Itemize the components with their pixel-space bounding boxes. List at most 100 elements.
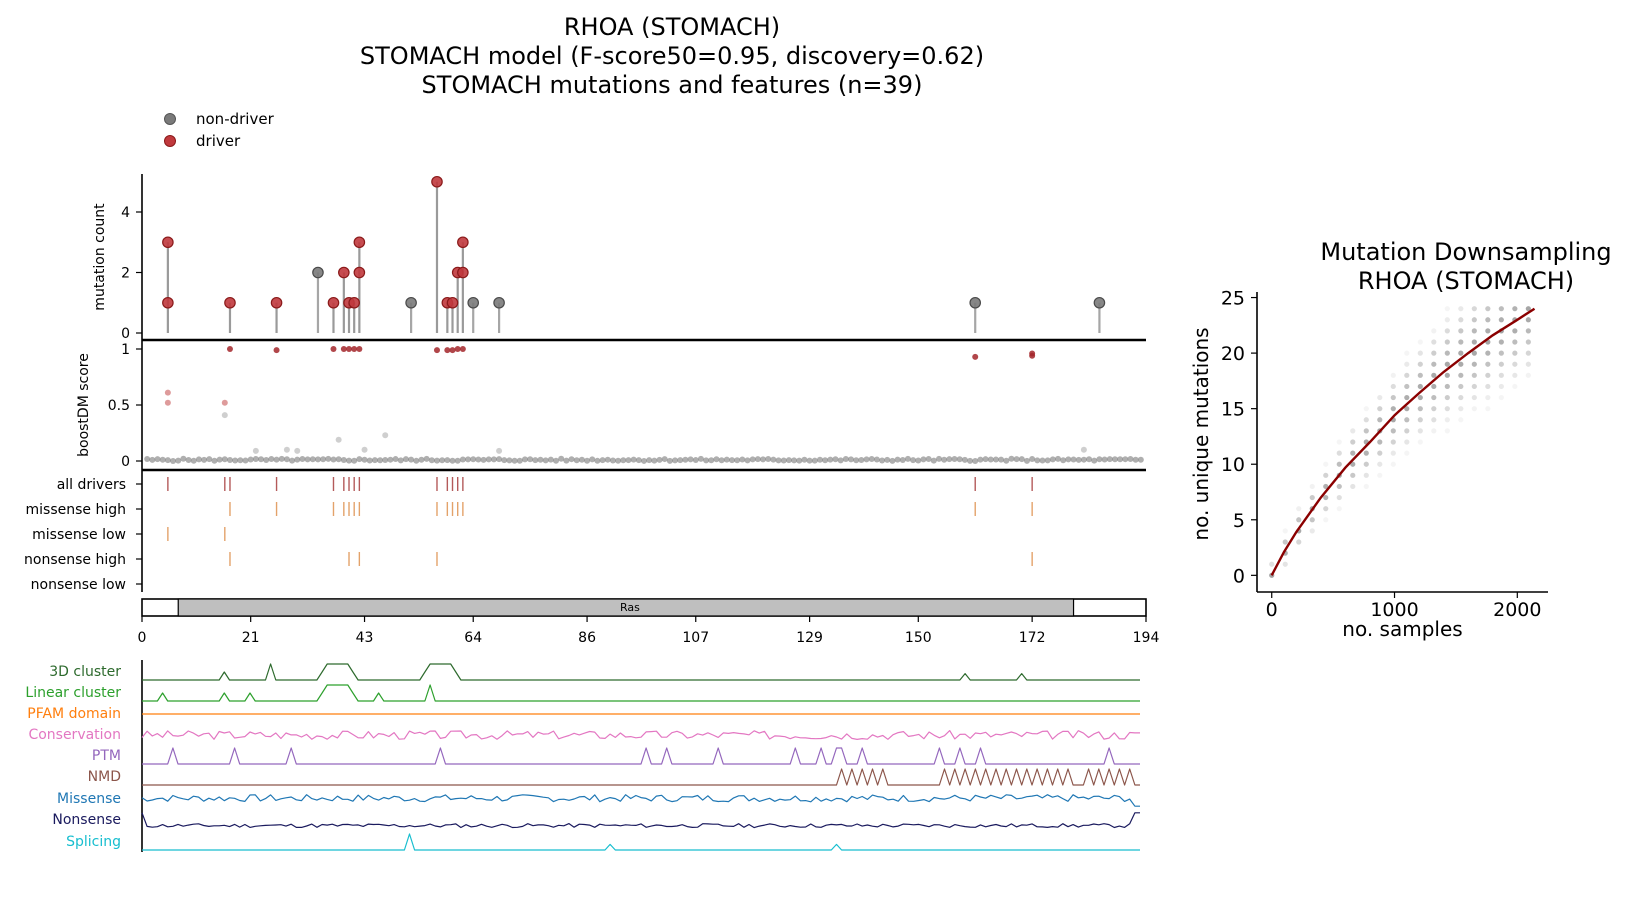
downsample-point (1296, 517, 1302, 523)
downsample-point (1444, 339, 1450, 345)
downsample-point (1404, 450, 1410, 456)
score-baseline-point (190, 457, 197, 464)
score-baseline-point (594, 457, 601, 464)
score-mid-point (382, 432, 389, 439)
protein-x-tick-label: 0 (138, 630, 147, 646)
score-baseline-point (211, 457, 218, 464)
downsample-point (1390, 383, 1396, 390)
downsample-point (1417, 417, 1423, 423)
feature-label: Nonsense (52, 812, 121, 828)
score-baseline-point (159, 456, 166, 463)
downsample-point (1458, 383, 1464, 390)
score-baseline-point (485, 456, 492, 463)
feature-label: NMD (88, 769, 121, 785)
score-baseline-point (558, 455, 565, 462)
score-baseline-point (739, 456, 746, 463)
score-mid-point (335, 436, 342, 443)
score-driver-point (330, 346, 337, 352)
score-baseline-point (346, 457, 353, 464)
score-mid-point (361, 446, 368, 453)
score-baseline-point (661, 456, 668, 463)
protein-x-tick-label: 107 (682, 630, 709, 646)
downsample-point (1431, 339, 1437, 345)
downsample-point (1296, 506, 1302, 512)
downsample-point (1458, 328, 1464, 334)
score-baseline-point (340, 456, 347, 463)
score-baseline-point (1127, 455, 1134, 462)
score-baseline-point (268, 455, 275, 462)
score-baseline-point (226, 457, 233, 464)
downsample-x-tick-label: 2000 (1493, 599, 1541, 621)
downsample-point (1485, 350, 1491, 356)
downsample-point (1431, 406, 1437, 412)
score-baseline-point (1018, 456, 1025, 463)
downsample-point (1458, 406, 1464, 412)
score-baseline-point (791, 457, 798, 464)
score-baseline-point (377, 457, 384, 464)
downsample-point (1525, 361, 1531, 367)
score-baseline-point (697, 455, 704, 462)
score-baseline-point (366, 457, 373, 464)
score-baseline-point (832, 456, 839, 463)
score-baseline-point (703, 457, 710, 464)
downsample-point (1404, 417, 1410, 423)
score-baseline-point (879, 457, 886, 464)
feature-series-line (142, 684, 1140, 702)
score-baseline-point (672, 457, 679, 464)
score-baseline-point (175, 457, 182, 464)
score-baseline-point (1029, 455, 1036, 462)
score-baseline-point (1039, 457, 1046, 464)
lollipop-point-driver (457, 236, 469, 249)
score-baseline-point (1055, 455, 1062, 462)
downsample-point (1458, 339, 1464, 345)
downsample-point (1363, 417, 1369, 423)
score-baseline-point (889, 457, 896, 464)
downsample-point (1417, 361, 1423, 367)
downsample-point (1525, 339, 1531, 345)
downsample-point (1471, 328, 1477, 334)
score-baseline-point (816, 456, 823, 463)
score-baseline-point (299, 455, 306, 462)
score-driver-point (449, 347, 456, 354)
score-baseline-point (387, 456, 394, 463)
downsample-point (1525, 317, 1531, 323)
score-baseline-point (677, 457, 684, 464)
downsample-point (1471, 317, 1477, 323)
downsample-point (1323, 506, 1329, 512)
score-baseline-point (987, 456, 994, 463)
score-mid-point (221, 412, 228, 419)
score-baseline-point (625, 457, 632, 464)
lollipop-point-driver (353, 236, 366, 249)
score-baseline-point (418, 456, 425, 463)
score-driver-point (356, 346, 363, 352)
score-baseline-point (796, 457, 803, 464)
score-mid-point (283, 446, 290, 453)
score-baseline-point (956, 456, 963, 463)
downsample-point (1512, 350, 1518, 356)
downsample-point (1458, 350, 1464, 356)
score-baseline-point (1080, 456, 1087, 463)
legend-marker-nondriver (164, 113, 176, 125)
downsample-point (1363, 483, 1369, 490)
downsample-point (1309, 528, 1315, 534)
downsample-point (1350, 472, 1356, 478)
score-driver-point (351, 346, 358, 352)
feature-series-line (142, 768, 1140, 786)
score-baseline-point (371, 457, 378, 464)
downsample-point (1309, 494, 1315, 501)
score-baseline-point (444, 457, 451, 464)
score-baseline-point (1049, 456, 1056, 463)
downsample-point (1323, 494, 1329, 501)
downsample-y-tick-label: 5 (1233, 510, 1245, 532)
score-baseline-point (848, 456, 855, 463)
protein-x-tick-label: 172 (1019, 630, 1046, 646)
downsample-point (1417, 372, 1423, 378)
downsample-point (1471, 394, 1477, 401)
score-baseline-point (496, 456, 503, 463)
downsample-point (1444, 328, 1450, 334)
score-baseline-point (263, 456, 270, 463)
downsample-point (1390, 439, 1396, 445)
score-baseline-point (1023, 457, 1030, 464)
score-baseline-point (982, 456, 989, 463)
protein-x-tick-label: 194 (1133, 630, 1160, 646)
